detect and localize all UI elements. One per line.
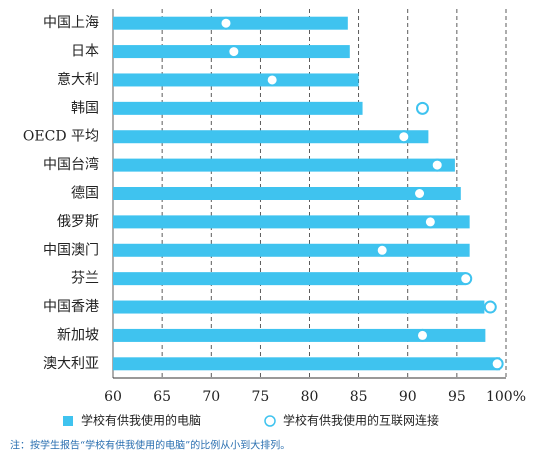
x-tick-label: 75 bbox=[251, 389, 269, 405]
dot bbox=[430, 158, 444, 172]
x-tick-label: 90 bbox=[399, 389, 417, 405]
bar bbox=[113, 187, 461, 200]
y-tick-label: 芬兰 bbox=[71, 271, 99, 287]
bar bbox=[113, 357, 501, 371]
legend-swatch bbox=[264, 415, 276, 427]
y-tick-label: OECD 平均 bbox=[23, 129, 99, 145]
dot bbox=[415, 101, 429, 115]
bar bbox=[113, 158, 455, 172]
dot bbox=[397, 130, 411, 144]
dot bbox=[459, 272, 473, 286]
bar bbox=[113, 215, 470, 229]
y-tick-label: 中国台湾 bbox=[43, 156, 99, 173]
bar bbox=[113, 300, 485, 314]
x-tick-label: 80 bbox=[301, 389, 319, 405]
legend-label: 学校有供我使用的电脑 bbox=[81, 413, 201, 428]
dot bbox=[265, 73, 279, 87]
y-tick-label: 韩国 bbox=[71, 100, 99, 116]
dot bbox=[375, 243, 389, 257]
x-tick-label: 85 bbox=[350, 389, 368, 405]
dot bbox=[413, 187, 427, 200]
y-tick-label: 新加坡 bbox=[57, 327, 99, 343]
y-tick-label: 意大利 bbox=[57, 71, 99, 88]
y-tick-label: 中国香港 bbox=[43, 299, 99, 315]
dot bbox=[423, 215, 437, 229]
y-tick-label: 德国 bbox=[71, 186, 99, 202]
note: 注：按学生报告“学校有供我使用的电脑”的比例从小到大排列。 bbox=[10, 439, 290, 452]
legend-swatch bbox=[63, 416, 73, 426]
x-tick-label: 60 bbox=[104, 389, 122, 405]
y-tick-label: 中国澳门 bbox=[43, 242, 99, 258]
y-tick-label: 澳大利亚 bbox=[43, 356, 99, 372]
dot bbox=[227, 45, 241, 59]
dot bbox=[219, 16, 233, 30]
y-tick-label: 俄罗斯 bbox=[57, 214, 99, 230]
dot bbox=[415, 328, 429, 342]
y-tick-label: 日本 bbox=[71, 44, 99, 60]
y-tick-label: 中国上海 bbox=[43, 15, 99, 31]
dot bbox=[483, 300, 497, 314]
bar bbox=[113, 328, 486, 342]
bar bbox=[113, 130, 429, 144]
legend-label: 学校有供我使用的互联网连接 bbox=[283, 413, 439, 428]
x-tick-label: 100% bbox=[486, 389, 526, 405]
bar bbox=[113, 272, 466, 286]
x-tick-label: 95 bbox=[448, 389, 466, 405]
x-tick-label: 70 bbox=[202, 389, 220, 405]
x-tick-label: 65 bbox=[153, 389, 171, 405]
dot bbox=[490, 357, 504, 371]
bar bbox=[113, 243, 470, 257]
bar bbox=[113, 73, 359, 87]
bar bbox=[113, 101, 363, 115]
